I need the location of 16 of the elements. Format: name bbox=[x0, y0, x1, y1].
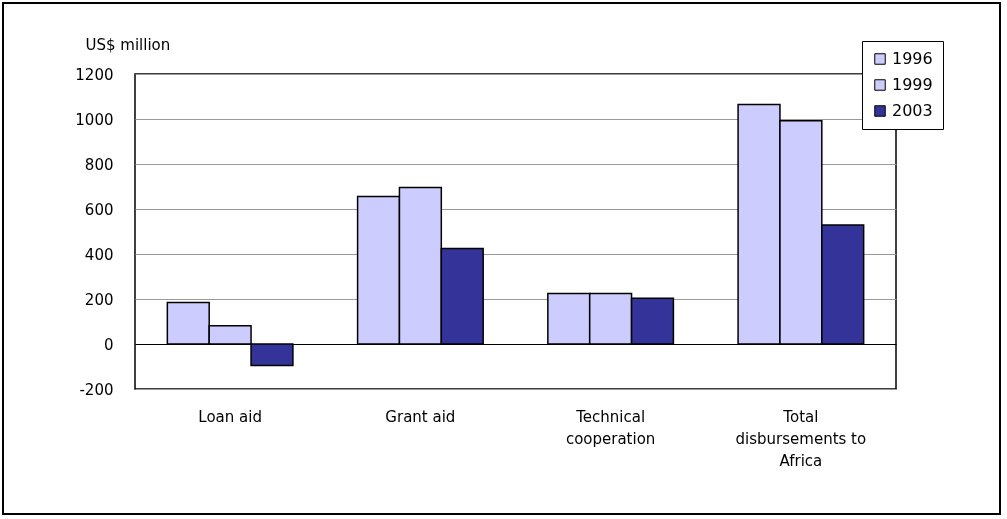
x-tick-label: Total disbursements to Africa bbox=[735, 407, 867, 470]
y-tick-label: 1200 bbox=[75, 65, 114, 84]
legend-label: 1999 bbox=[892, 75, 933, 94]
legend-label: 2003 bbox=[892, 101, 933, 120]
x-tick-label: Technical cooperation bbox=[565, 407, 656, 448]
y-axis-title: US$ million bbox=[85, 35, 171, 54]
x-tick-label: Grant aid bbox=[385, 407, 456, 426]
y-tick-label: 1000 bbox=[75, 110, 114, 129]
x-tick-label: Loan aid bbox=[198, 407, 262, 426]
y-tick-label: 600 bbox=[84, 200, 114, 219]
y-tick-label: 0 bbox=[103, 335, 114, 354]
y-tick-label: 200 bbox=[84, 290, 114, 309]
y-tick-label: -200 bbox=[79, 380, 114, 399]
y-tick-label: 400 bbox=[84, 245, 114, 264]
legend-label: 1996 bbox=[892, 49, 933, 68]
y-tick-label: 800 bbox=[84, 155, 114, 174]
